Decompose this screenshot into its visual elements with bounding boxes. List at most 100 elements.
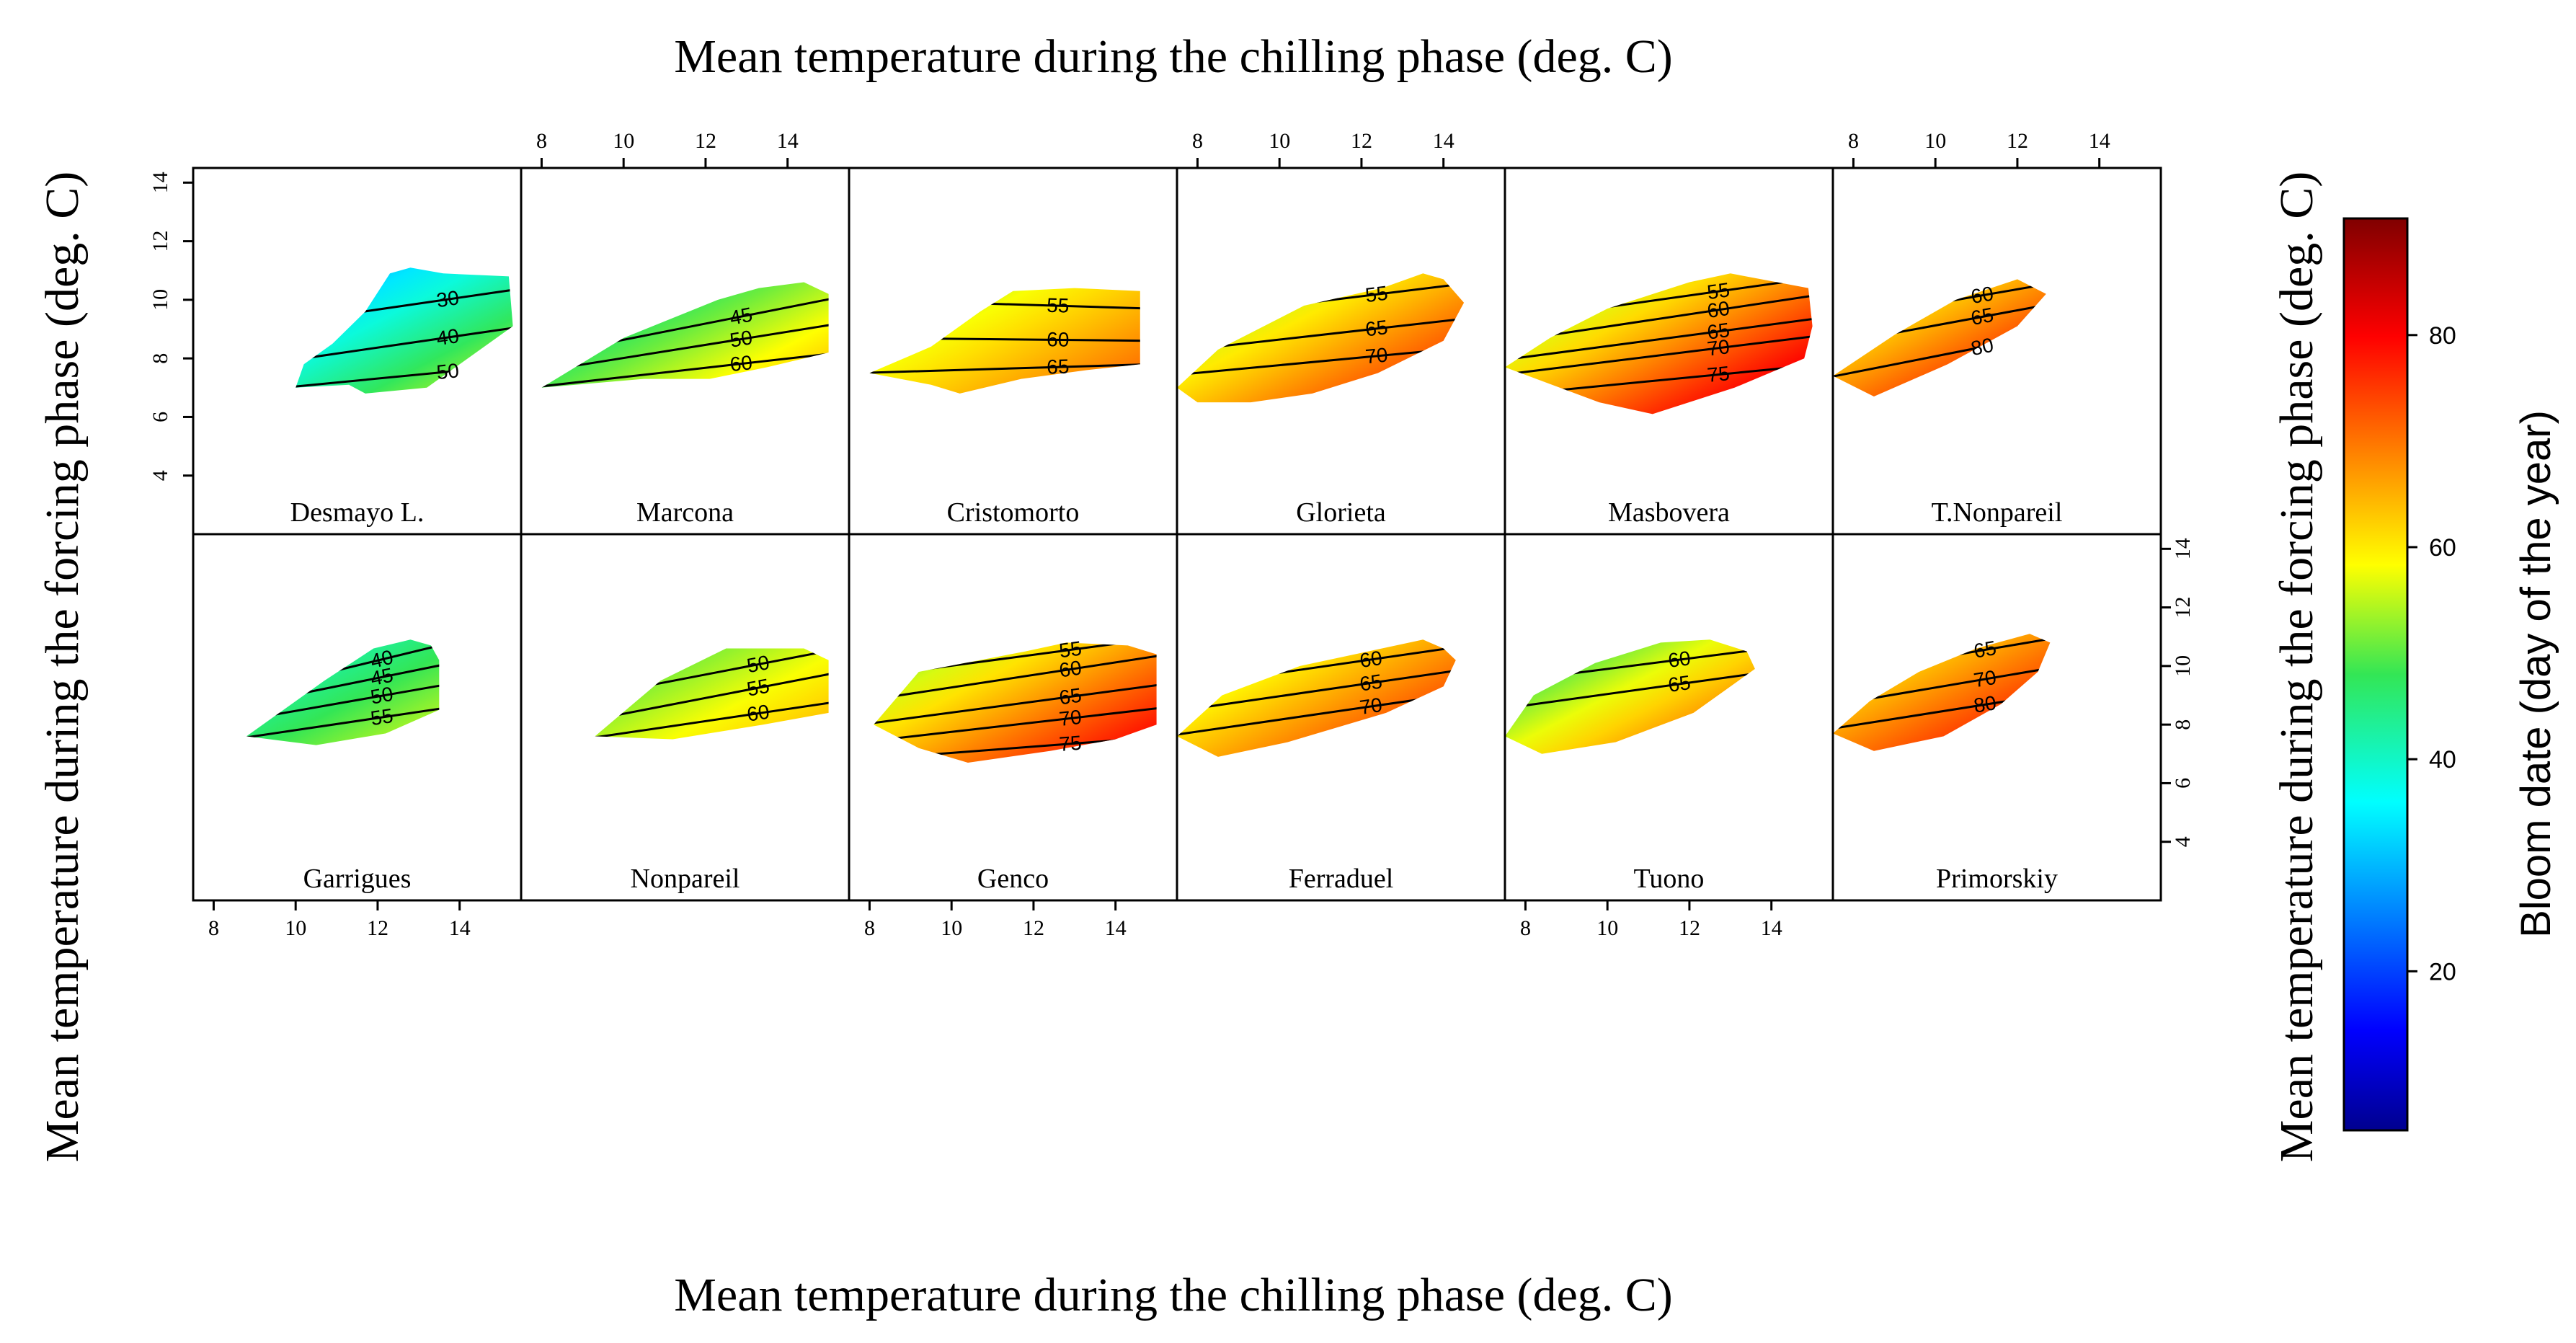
contour-label: 40 xyxy=(368,646,396,673)
cultivar-label: Garrigues xyxy=(303,864,412,894)
cultivar-label: Desmayo L. xyxy=(290,497,425,528)
x-tick-label: 10 xyxy=(941,916,962,940)
y-tick-label: 14 xyxy=(2171,538,2195,559)
contour-line xyxy=(296,324,513,363)
cultivar-label: Ferraduel xyxy=(1289,864,1394,894)
contour-label: 50 xyxy=(728,326,754,352)
contour-label: 70 xyxy=(1364,344,1389,368)
contour-label: 60 xyxy=(1057,656,1083,681)
bloom-surface xyxy=(1177,639,1456,757)
contour-label: 45 xyxy=(368,664,395,691)
contour-label: 80 xyxy=(1969,334,1996,360)
colorbar-ticks: 20 40 60 80 xyxy=(2407,322,2456,985)
contour-label: 50 xyxy=(369,683,395,709)
contour-label: 60 xyxy=(1667,647,1692,672)
cultivar-label: Glorieta xyxy=(1296,497,1386,528)
x-tick-label: 14 xyxy=(2089,129,2110,153)
y-tick-label: 4 xyxy=(2171,836,2195,847)
contour-label: 75 xyxy=(1058,732,1082,755)
x-tick-label: 12 xyxy=(1351,129,1372,153)
bloom-surface xyxy=(1177,273,1465,403)
bloom-surface xyxy=(1833,279,2046,396)
cultivar-label: Masbovera xyxy=(1608,497,1730,528)
bloom-surface xyxy=(1833,634,2051,751)
contour-label: 60 xyxy=(1358,647,1383,672)
contour-line xyxy=(541,351,829,388)
contour-label: 70 xyxy=(1706,335,1731,360)
x-tick-label: 14 xyxy=(777,129,799,153)
contour-label: 65 xyxy=(1972,637,1998,662)
contour-line xyxy=(1505,670,1755,712)
contour-line xyxy=(874,706,1157,744)
panel-cristomorto: 55 60 65 Cristomorto xyxy=(869,288,1140,528)
x-tick-label: 8 xyxy=(1192,129,1203,153)
colorbar-tick-label: 80 xyxy=(2429,322,2456,350)
contour-label: 65 xyxy=(1058,684,1083,709)
x-tick-label: 10 xyxy=(613,129,634,153)
contour-label: 65 xyxy=(1364,316,1389,340)
contour-label: 65 xyxy=(1358,670,1383,695)
contour-line xyxy=(874,682,1157,726)
contour-line xyxy=(1505,316,1813,363)
contour-line xyxy=(869,363,1140,374)
y-tick-label: 6 xyxy=(148,412,172,422)
bloom-surface xyxy=(1505,273,1813,415)
contour-label: 70 xyxy=(1058,706,1083,730)
bloom-surface xyxy=(595,648,829,740)
contour-label: 60 xyxy=(1705,297,1731,322)
colorbar-tick-label: 20 xyxy=(2429,958,2456,985)
contour-label: 75 xyxy=(1706,362,1731,386)
colorbar: 20 40 60 80 Bloom date (day of the year) xyxy=(2342,217,2559,1132)
y-tick-label: 12 xyxy=(2171,597,2195,619)
x-tick-label: 14 xyxy=(1105,916,1127,940)
y-axis-title-right: Mean temperature during the forcing phas… xyxy=(2270,172,2323,1163)
contour-label: 70 xyxy=(1972,666,1998,692)
x-tick-label: 12 xyxy=(1023,916,1044,940)
y-tick-label: 12 xyxy=(148,231,172,252)
bloom-surface xyxy=(874,642,1157,763)
x-tick-label: 14 xyxy=(449,916,471,940)
colorbar-tick-label: 60 xyxy=(2429,534,2456,562)
x-tick-label: 8 xyxy=(864,916,875,940)
cultivar-label: Cristomorto xyxy=(947,497,1080,528)
contour-line xyxy=(1177,668,1456,714)
x-tick-label: 12 xyxy=(1679,916,1700,940)
contour-line xyxy=(595,700,829,740)
contour-label: 55 xyxy=(1364,282,1389,307)
x-tick-label: 8 xyxy=(1848,129,1859,153)
y-axis-title-left: Mean temperature during the forcing phas… xyxy=(36,172,89,1163)
cultivar-label: Primorskiy xyxy=(1936,864,2058,894)
contour-label: 60 xyxy=(1969,282,1995,308)
contour-label: 60 xyxy=(1047,328,1069,350)
x-tick-label: 10 xyxy=(1924,129,1946,153)
contour-label: 65 xyxy=(1706,319,1731,344)
axes: 8 10 12 14 8 10 12 14 8 10 12 14 8 10 12 14 8 10 12 14 8 10 12… xyxy=(148,129,2195,940)
x-axis-title-top: Mean temperature during the chilling pha… xyxy=(674,30,1673,83)
colorbar-title: Bloom date (day of the year) xyxy=(2513,410,2559,938)
panel-glorieta: 55 65 70 Glorieta xyxy=(1177,273,1465,528)
colorbar-tick-label: 40 xyxy=(2429,746,2456,774)
x-tick-label: 10 xyxy=(285,916,306,940)
y-tick-label: 6 xyxy=(2171,778,2195,789)
cultivar-label: Tuono xyxy=(1634,864,1705,894)
x-tick-label: 8 xyxy=(1520,916,1531,940)
x-tick-label: 14 xyxy=(1761,916,1782,940)
contour-label: 65 xyxy=(1666,671,1692,696)
contour-label: 80 xyxy=(1972,691,1998,717)
contour-line xyxy=(541,322,829,374)
y-tick-label: 8 xyxy=(2171,719,2195,730)
panel-desmayo-l-: 30 40 50 Desmayo L. xyxy=(290,267,513,528)
contour-label: 65 xyxy=(1969,303,1995,329)
contour-label: 65 xyxy=(1047,355,1070,378)
y-tick-label: 14 xyxy=(148,172,172,193)
colorbar-gradient xyxy=(2342,217,2409,1132)
contour-label: 55 xyxy=(369,704,394,730)
x-tick-label: 14 xyxy=(1433,129,1454,153)
